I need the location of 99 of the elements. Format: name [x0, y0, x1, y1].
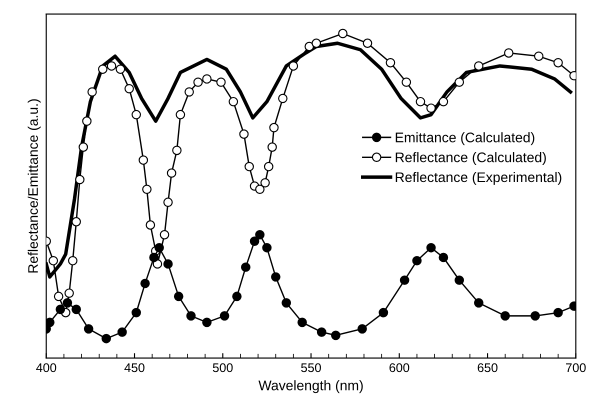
point — [138, 155, 148, 165]
point — [184, 87, 194, 97]
point — [172, 146, 182, 156]
point — [378, 308, 388, 318]
point — [474, 61, 484, 71]
point — [244, 162, 254, 172]
point — [386, 58, 396, 68]
point — [149, 252, 159, 262]
point — [64, 288, 74, 298]
point — [160, 230, 170, 240]
point — [154, 243, 164, 252]
x-tick-label: 600 — [389, 363, 410, 372]
point — [426, 243, 436, 252]
point — [255, 230, 265, 240]
point — [72, 304, 81, 314]
point — [232, 292, 242, 302]
point — [500, 311, 510, 321]
point — [412, 256, 422, 266]
point — [338, 28, 348, 38]
point — [116, 64, 126, 74]
x-axis-title: Wavelength (nm) — [258, 380, 363, 394]
point — [62, 298, 72, 308]
x-tick-label: 550 — [301, 363, 321, 372]
legend-label: Emittance (Calculated) — [396, 132, 534, 146]
point — [530, 311, 540, 321]
point — [132, 110, 141, 120]
point — [176, 110, 186, 120]
point — [262, 243, 272, 252]
point — [331, 330, 340, 340]
point — [454, 77, 464, 87]
point — [553, 308, 563, 318]
legend-label: Reflectance (Calculated) — [396, 152, 546, 165]
point — [142, 184, 152, 194]
point — [400, 275, 410, 285]
point — [220, 311, 230, 321]
point — [68, 256, 78, 266]
point — [271, 272, 280, 282]
point — [357, 324, 367, 334]
point — [534, 52, 544, 61]
point — [282, 298, 292, 308]
point — [202, 318, 212, 328]
point — [117, 327, 127, 337]
point — [124, 84, 134, 94]
point — [216, 77, 226, 87]
point — [240, 262, 250, 272]
y-axis-title: Reflectance/Emittance (a.u.) — [28, 99, 41, 273]
point — [48, 256, 58, 266]
point — [75, 174, 85, 184]
point — [260, 178, 270, 188]
point — [228, 96, 238, 106]
point — [250, 236, 260, 246]
point — [255, 184, 265, 194]
point — [304, 42, 314, 52]
point — [402, 77, 412, 87]
point — [146, 220, 156, 230]
point — [166, 168, 176, 178]
point — [140, 278, 150, 288]
point — [312, 38, 322, 48]
point — [163, 259, 173, 269]
point — [106, 61, 116, 71]
point — [553, 58, 563, 68]
point — [87, 87, 97, 97]
x-tick-label: 400 — [36, 363, 56, 372]
point — [98, 64, 108, 74]
point — [316, 327, 326, 337]
point — [163, 198, 173, 208]
x-tick-label: 500 — [212, 363, 233, 372]
point — [84, 324, 94, 334]
point — [102, 334, 111, 344]
point — [454, 275, 464, 285]
point — [416, 96, 426, 106]
point — [438, 252, 448, 262]
point — [82, 116, 92, 126]
point — [202, 74, 212, 84]
point — [426, 103, 436, 113]
point — [504, 48, 514, 58]
point — [54, 292, 64, 302]
point — [474, 298, 484, 308]
point — [186, 311, 196, 321]
point — [56, 304, 66, 314]
point — [288, 61, 298, 71]
point — [193, 77, 203, 87]
point — [264, 162, 274, 172]
x-tick-label: 650 — [478, 363, 498, 372]
point — [132, 308, 141, 318]
point — [269, 122, 279, 132]
point — [438, 96, 448, 106]
point — [174, 292, 184, 302]
legend-label: Reflectance (Experimental) — [396, 172, 562, 185]
point — [239, 129, 249, 139]
point — [46, 318, 55, 328]
point — [297, 318, 307, 328]
point — [362, 38, 372, 48]
point — [78, 142, 88, 152]
point — [267, 142, 277, 152]
x-tick-label: 450 — [124, 363, 144, 372]
point — [72, 217, 81, 226]
point — [278, 94, 288, 104]
x-tick-label: 700 — [566, 363, 586, 372]
